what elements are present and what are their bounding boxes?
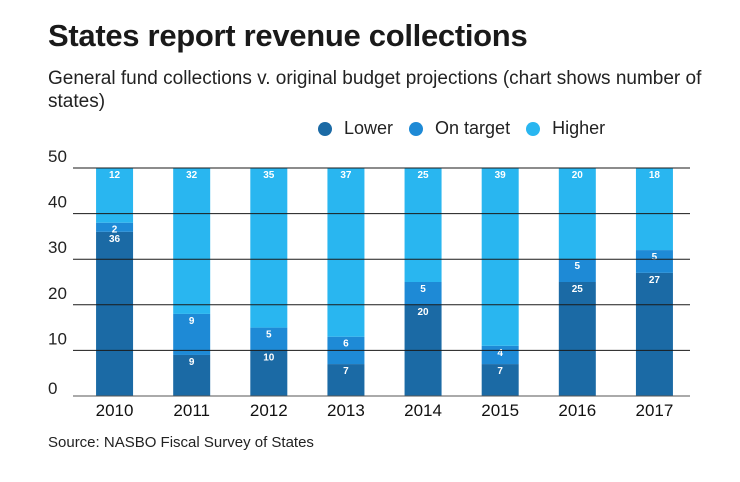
data-label-on-target-2017: 5: [652, 252, 658, 263]
data-label-on-target-2010: 2: [112, 225, 118, 236]
bar-on-target-2011: [173, 313, 211, 355]
data-label-lower-2012: 10: [263, 352, 275, 363]
data-label-higher-2013: 37: [340, 170, 352, 181]
x-tick-label-2011: 2011: [173, 401, 210, 420]
data-label-higher-2014: 25: [418, 170, 430, 181]
bar-higher-2014: [404, 168, 442, 282]
x-tick-label-2012: 2012: [250, 401, 288, 420]
legend-swatch-higher: [526, 121, 541, 136]
y-tick-label-10: 10: [48, 329, 67, 348]
x-tick-label-2016: 2016: [558, 401, 596, 420]
x-tick-label-2017: 2017: [636, 401, 674, 420]
data-label-on-target-2011: 9: [189, 316, 195, 327]
bar-on-target-2016: [558, 259, 596, 282]
data-label-higher-2015: 39: [495, 170, 507, 181]
legend-item-lower: Lower: [318, 118, 393, 139]
legend-swatch-lower: [318, 121, 332, 136]
data-label-higher-2016: 20: [572, 170, 584, 181]
data-label-lower-2013: 7: [343, 366, 349, 377]
data-label-lower-2014: 20: [418, 307, 430, 318]
data-label-higher-2011: 32: [186, 170, 198, 181]
legend-item-higher: Higher: [526, 118, 605, 139]
bar-on-target-2014: [404, 282, 442, 305]
y-tick-label-50: 50: [48, 147, 67, 166]
data-label-lower-2010: 36: [109, 234, 121, 245]
legend-label-on-target: On target: [435, 118, 511, 138]
legend: Lower On target Higher: [318, 118, 621, 139]
data-label-lower-2016: 25: [572, 284, 584, 295]
bar-lower-2015: [481, 364, 519, 396]
bar-lower-2012: [250, 350, 288, 396]
bar-on-target-2010: [96, 222, 134, 232]
bar-higher-2017: [635, 168, 673, 251]
y-tick-label-30: 30: [48, 238, 67, 257]
data-label-on-target-2012: 5: [266, 330, 272, 341]
y-tick-label-20: 20: [48, 284, 67, 303]
data-label-on-target-2015: 4: [497, 348, 503, 359]
legend-label-lower: Lower: [344, 118, 394, 138]
legend-label-higher: Higher: [552, 118, 606, 138]
chart-title: States report revenue collections: [48, 18, 528, 53]
chart-subtitle: General fund collections v. original bud…: [48, 68, 702, 112]
bar-higher-2011: [173, 168, 211, 314]
data-label-lower-2017: 27: [649, 275, 661, 286]
data-label-higher-2017: 18: [649, 170, 661, 181]
x-tick-label-2010: 2010: [96, 401, 134, 420]
bar-on-target-2017: [635, 250, 673, 273]
bar-lower-2010: [96, 231, 134, 396]
bar-higher-2015: [481, 168, 519, 346]
bar-higher-2012: [250, 168, 288, 328]
data-label-lower-2015: 7: [497, 366, 503, 377]
legend-swatch-on-target: [409, 121, 424, 136]
y-tick-label-40: 40: [48, 193, 67, 212]
bar-on-target-2012: [250, 327, 288, 351]
data-label-higher-2010: 12: [109, 170, 121, 181]
data-label-on-target-2014: 5: [420, 284, 426, 295]
data-label-higher-2012: 35: [263, 170, 275, 181]
bar-lower-2017: [635, 272, 673, 396]
y-tick-label-0: 0: [48, 379, 57, 398]
bar-lower-2013: [327, 364, 365, 396]
source-note: Source: NASBO Fiscal Survey of States: [48, 434, 314, 451]
data-label-on-target-2013: 6: [343, 339, 349, 350]
data-label-lower-2011: 9: [189, 357, 195, 368]
bar-higher-2013: [327, 168, 365, 337]
x-tick-label-2015: 2015: [481, 401, 519, 420]
x-tick-label-2014: 2014: [404, 401, 442, 420]
bar-lower-2011: [173, 354, 211, 396]
legend-item-on-target: On target: [409, 118, 510, 139]
x-tick-label-2013: 2013: [327, 401, 365, 420]
bar-lower-2016: [558, 282, 596, 396]
data-label-on-target-2016: 5: [575, 261, 581, 272]
